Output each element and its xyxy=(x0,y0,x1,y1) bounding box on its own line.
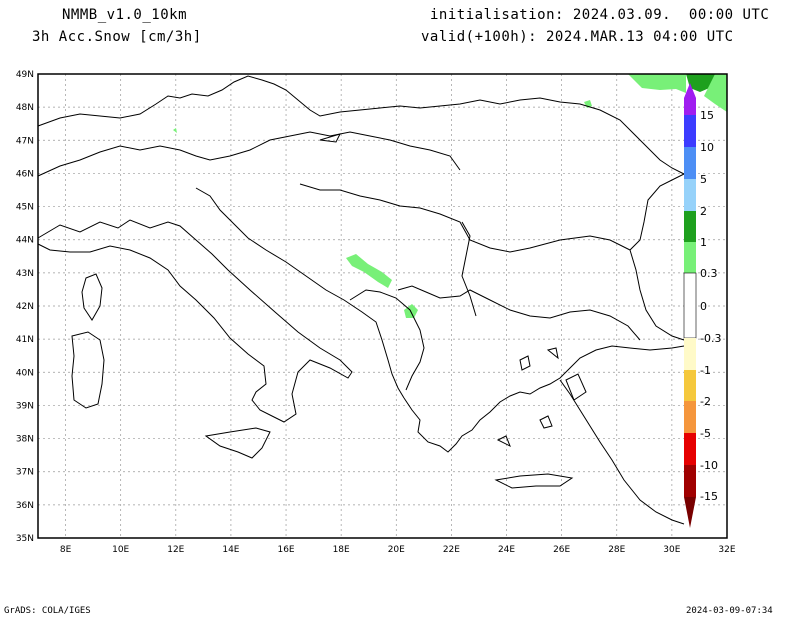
footer-credit: GrADS: COLA/IGES xyxy=(4,606,91,616)
cb-bottom-arrow xyxy=(684,497,696,528)
crete xyxy=(494,473,574,489)
colorbar: 15 10 5 2 1 0.3 0 -0.3 -1 -2 -5 -10 -15 xyxy=(683,83,721,528)
cb-red xyxy=(684,433,696,465)
corsica xyxy=(81,273,103,321)
balkans-border xyxy=(397,285,641,341)
field-title: 3h Acc.Snow [cm/3h] xyxy=(32,29,202,45)
cb-light-blue xyxy=(684,179,696,211)
island-5 xyxy=(496,435,511,448)
sardinia xyxy=(71,331,105,409)
cb-light-green xyxy=(684,242,696,273)
cb-mid-blue xyxy=(684,147,696,179)
lon-label: 24E xyxy=(498,545,515,555)
north-border-1 xyxy=(37,75,685,175)
lat-label: 38N xyxy=(16,435,34,445)
cb-label-0-3: 0.3 xyxy=(700,267,718,280)
lat-label: 35N xyxy=(16,534,34,544)
lat-label: 45N xyxy=(16,203,34,213)
lon-label: 32E xyxy=(718,545,735,555)
black-sea-coast xyxy=(629,173,685,341)
adriatic-east-coast xyxy=(195,187,405,399)
alps-border xyxy=(37,131,461,177)
lon-label: 20E xyxy=(388,545,405,555)
cb-blue xyxy=(684,115,696,147)
lat-label: 44N xyxy=(16,236,34,246)
lon-label: 30E xyxy=(663,545,680,555)
init-time: initialisation: 2024.03.09. 00:00 UTC xyxy=(430,7,770,23)
lat-lon-grid xyxy=(38,74,727,538)
model-title: NMMB_v1.0_10km xyxy=(62,7,188,23)
cb-label-neg-0-3: -0.3 xyxy=(700,332,721,345)
lat-label: 40N xyxy=(16,368,34,378)
footer-timestamp: 2024-03-09-07:34 xyxy=(686,606,773,616)
cb-pale-yellow xyxy=(684,338,696,370)
lat-label: 36N xyxy=(16,501,34,511)
lat-label: 37N xyxy=(16,468,34,478)
island-4 xyxy=(565,373,587,401)
lon-label: 8E xyxy=(60,545,72,555)
lon-label: 12E xyxy=(167,545,184,555)
snow-patch-ne-light xyxy=(628,74,686,93)
sicily xyxy=(204,427,271,459)
cb-label-neg-15: -15 xyxy=(700,490,718,503)
lat-label: 39N xyxy=(16,401,34,411)
cb-label-10: 10 xyxy=(700,141,714,154)
inner-border-2 xyxy=(461,221,477,317)
cb-label-1: 1 xyxy=(700,236,707,249)
lon-label: 26E xyxy=(553,545,570,555)
island-1 xyxy=(519,355,531,371)
lon-label: 28E xyxy=(608,545,625,555)
cb-white xyxy=(683,272,697,339)
coastlines-borders xyxy=(37,75,685,525)
island-2 xyxy=(546,347,559,360)
cb-purple xyxy=(684,98,696,115)
italy-coastline xyxy=(37,219,353,423)
turkey-coast xyxy=(559,345,685,525)
lat-label: 49N xyxy=(16,70,34,80)
aegean-islands xyxy=(319,133,587,448)
cb-label-neg-1: -1 xyxy=(700,364,711,377)
snow-patch-alps xyxy=(173,128,177,133)
lat-ticks: 49N 48N 47N 46N 45N 44N 43N 42N 41N 40N 39N 38N 37N 3… xyxy=(16,70,34,544)
lat-label: 47N xyxy=(16,136,34,146)
valid-time: valid(+100h): 2024.MAR.13 04:00 UTC xyxy=(421,29,734,45)
lon-label: 22E xyxy=(443,545,460,555)
cb-label-5: 5 xyxy=(700,173,707,186)
island-6 xyxy=(319,133,341,143)
cb-dark-green xyxy=(684,211,696,242)
snow-areas xyxy=(173,74,727,318)
lat-label: 43N xyxy=(16,269,34,279)
lon-label: 14E xyxy=(222,545,239,555)
plot-frame xyxy=(37,73,728,539)
lat-label: 48N xyxy=(16,103,34,113)
lat-label: 46N xyxy=(16,169,34,179)
lon-label: 16E xyxy=(277,545,294,555)
lon-label: 18E xyxy=(333,545,350,555)
cb-label-neg-2: -2 xyxy=(700,395,711,408)
cb-dark-red xyxy=(684,465,696,497)
lat-label: 42N xyxy=(16,302,34,312)
lat-label: 41N xyxy=(16,335,34,345)
snow-patch-ne-right xyxy=(704,74,727,112)
cb-orange xyxy=(684,401,696,433)
hungary-romania-border xyxy=(299,183,631,253)
greece-coastline xyxy=(403,345,631,453)
lon-ticks: 8E 10E 12E 14E 16E 18E 20E 22E 24E 26E 28E 30E 32E xyxy=(60,545,736,555)
snow-patch-balkan xyxy=(346,254,392,288)
cb-label-0: 0 xyxy=(700,300,707,313)
lon-label: 10E xyxy=(112,545,129,555)
snow-patch-ne-dark xyxy=(686,74,715,92)
cb-label-neg-10: -10 xyxy=(700,459,718,472)
cb-top-arrow xyxy=(684,83,696,102)
cb-label-neg-5: -5 xyxy=(700,427,711,440)
cb-label-15: 15 xyxy=(700,109,714,122)
inner-border-1 xyxy=(349,289,425,391)
island-3 xyxy=(539,415,553,429)
cb-label-2: 2 xyxy=(700,205,707,218)
cb-yellow xyxy=(684,370,696,401)
